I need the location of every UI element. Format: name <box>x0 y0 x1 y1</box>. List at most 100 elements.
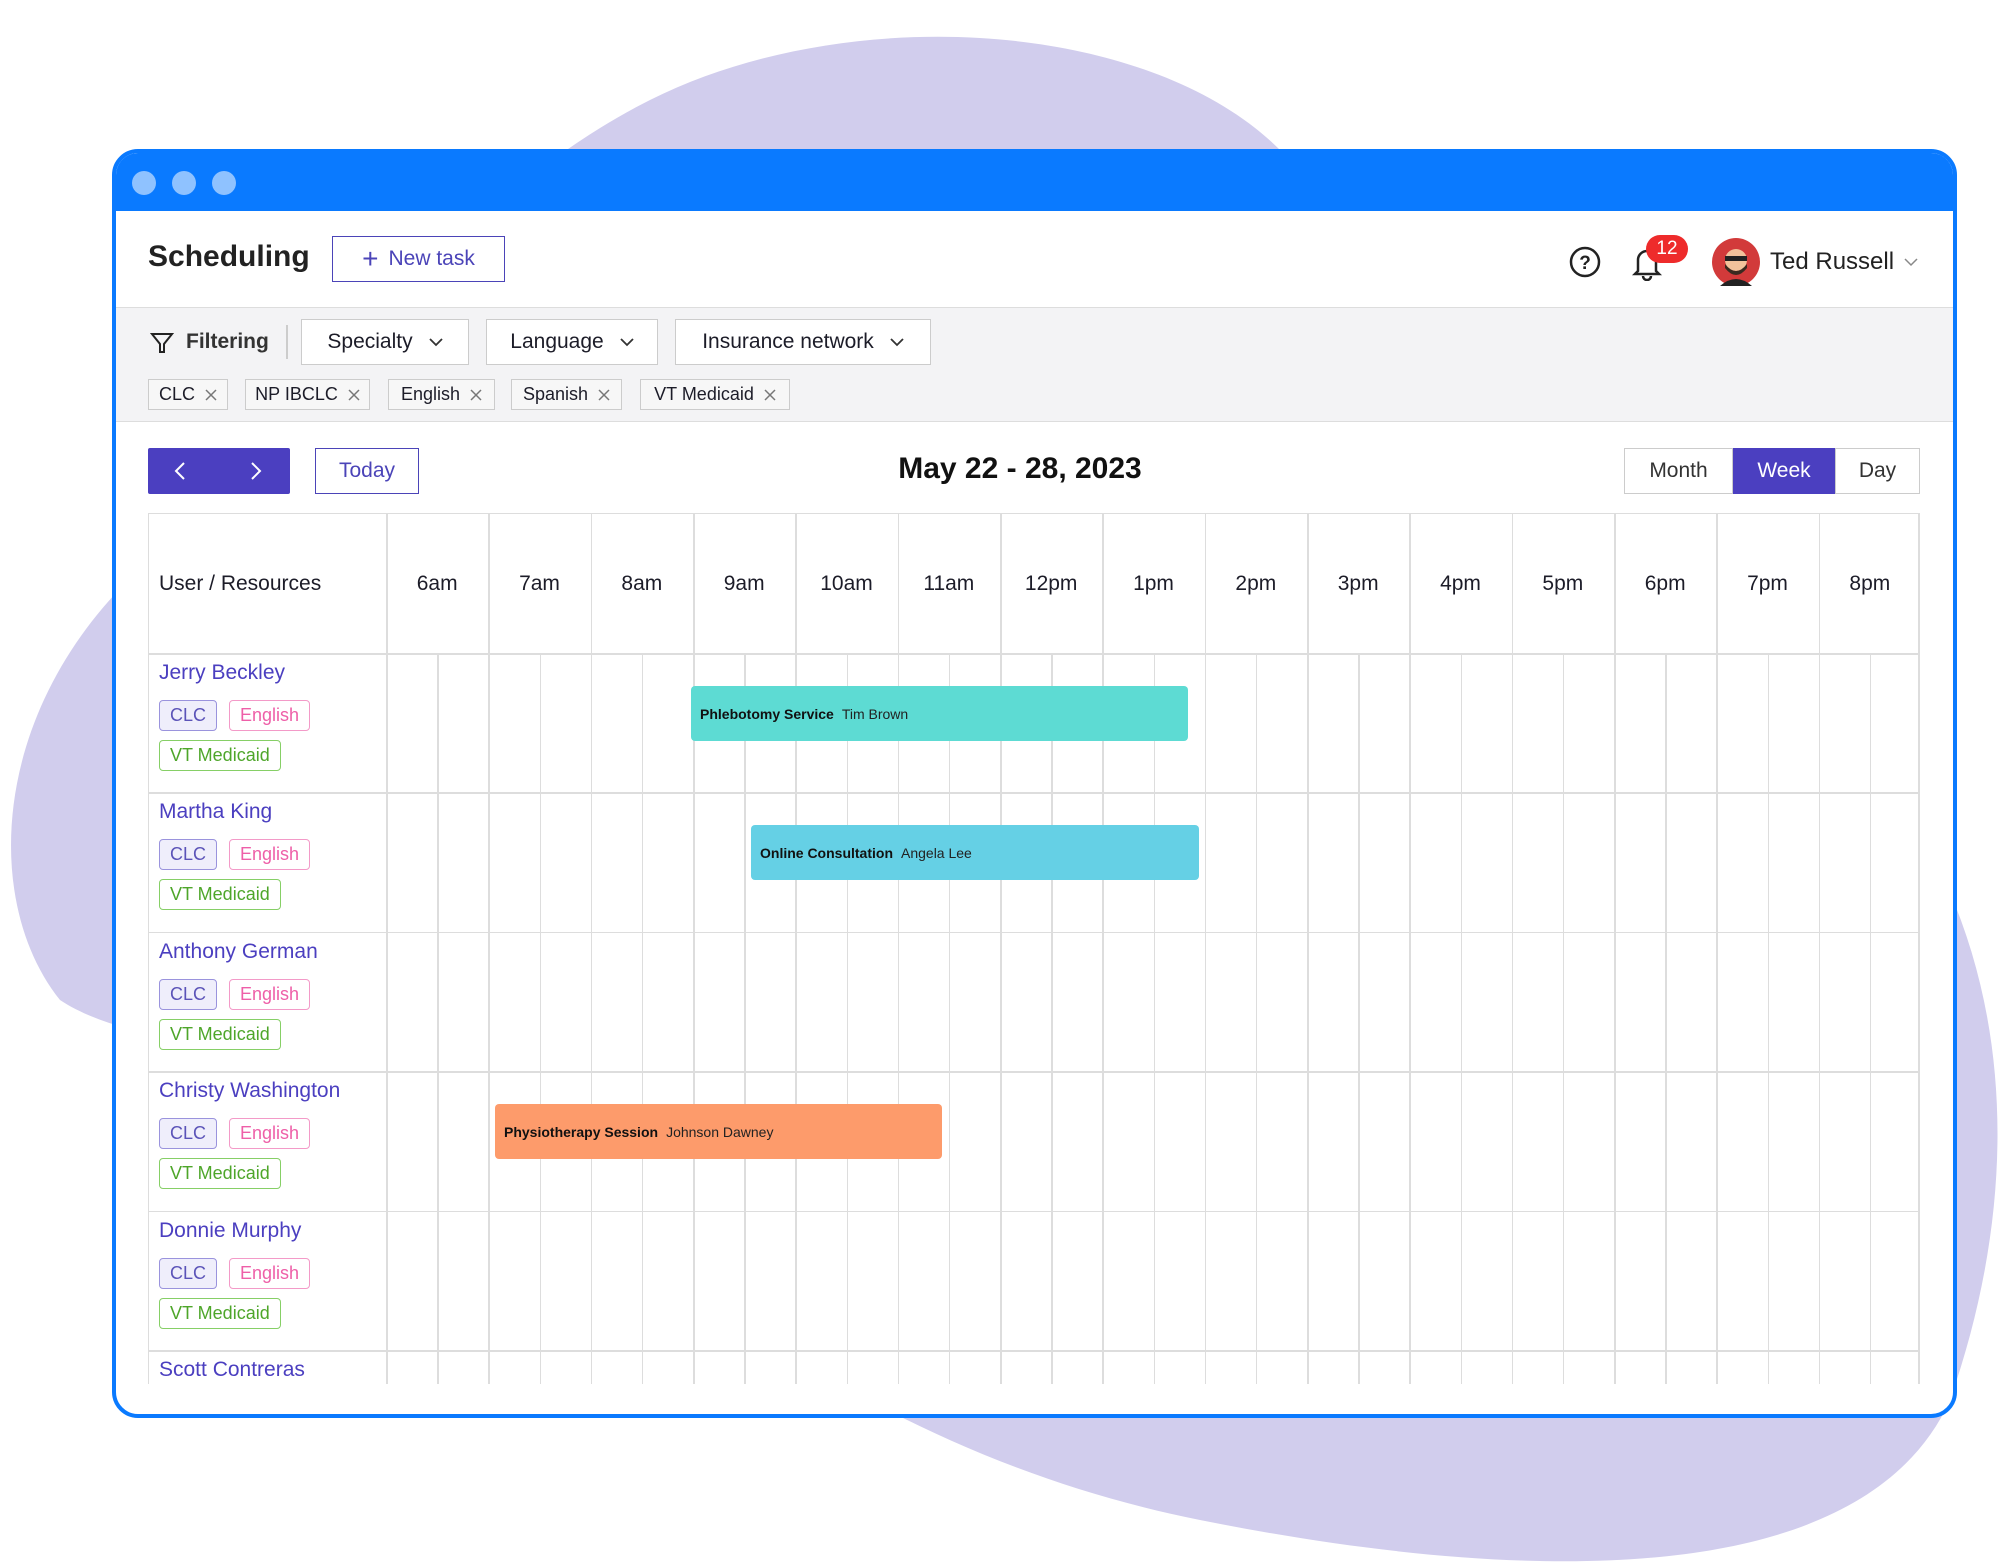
resource-tag: CLC <box>159 1118 218 1150</box>
resource-tag: English <box>229 1118 311 1150</box>
event-title: Phlebotomy Service <box>700 705 834 722</box>
half-hour-line <box>437 653 439 1384</box>
dropdown-label: Specialty <box>327 330 413 353</box>
window-dot[interactable] <box>212 171 236 195</box>
filter-dropdown[interactable]: Language <box>486 319 658 365</box>
dropdown-label: Insurance network <box>702 330 874 353</box>
avatar[interactable] <box>1712 238 1760 286</box>
resource-tag: CLC <box>159 839 218 871</box>
half-hour-line <box>1767 653 1769 1384</box>
caret <box>620 338 634 347</box>
filter-label: Filtering <box>186 330 269 353</box>
user-name: Ted Russell <box>1770 248 1895 275</box>
resource-name[interactable]: Anthony German <box>159 939 318 963</box>
resource-name[interactable]: Donnie Murphy <box>159 1218 302 1242</box>
hour-line <box>1409 514 1411 1384</box>
help-icon[interactable]: ? <box>1568 245 1602 279</box>
hour-line <box>1204 514 1207 1384</box>
new-task-button[interactable]: + New task <box>332 236 505 282</box>
event-title: Physiotherapy Session <box>504 1123 659 1140</box>
resource-tag: English <box>229 1257 311 1289</box>
hour-line <box>590 514 593 1384</box>
chip-remove[interactable] <box>598 388 610 401</box>
next-button[interactable] <box>244 460 266 482</box>
row-border <box>149 792 1919 794</box>
window-dot[interactable] <box>172 171 196 195</box>
button-label: New task <box>388 247 475 270</box>
nav-buttons <box>148 448 290 494</box>
resource-tag: English <box>229 839 311 871</box>
notification-badge: 12 <box>1646 235 1688 263</box>
hour-label: 6am <box>416 571 458 595</box>
view-toggle[interactable]: Week <box>1733 448 1835 494</box>
resource-name[interactable]: Christy Washington <box>159 1079 341 1103</box>
filter-icon <box>150 333 174 353</box>
row-border <box>149 1210 1919 1213</box>
prev-button[interactable] <box>170 460 192 482</box>
column-header: User / Resources <box>159 571 322 595</box>
hour-label: 11am <box>923 571 975 595</box>
resource-tag: CLC <box>159 700 218 731</box>
chip-remove[interactable] <box>764 388 776 401</box>
half-hour-line <box>948 653 951 1384</box>
svg-text:?: ? <box>1579 253 1591 274</box>
hour-label: 3pm <box>1337 571 1379 595</box>
half-hour-line <box>641 653 644 1384</box>
dropdown-label: Language <box>510 330 604 353</box>
chip-remove[interactable] <box>205 388 217 401</box>
resource-name[interactable]: Jerry Beckley <box>159 661 286 684</box>
resource-name[interactable]: Martha King <box>159 800 273 824</box>
hour-line <box>693 514 695 1384</box>
chip-label: English <box>400 384 461 404</box>
half-hour-line <box>846 653 848 1384</box>
chip-label: NP IBCLC <box>255 384 338 404</box>
hour-label: 1pm <box>1133 571 1174 595</box>
resource-tag: VT Medicaid <box>159 1018 281 1050</box>
filter-dropdown[interactable]: Specialty <box>301 319 469 365</box>
half-hour-line <box>1460 653 1462 1384</box>
caret <box>890 338 904 347</box>
hour-line <box>1307 514 1309 1384</box>
event-block[interactable]: Phlebotomy Service Tim Brown <box>691 686 1188 741</box>
event-block[interactable]: Physiotherapy Session Johnson Dawney <box>495 1104 942 1160</box>
window-dot[interactable] <box>132 171 156 195</box>
resource-tag: VT Medicaid <box>159 1297 281 1329</box>
user-menu[interactable]: Ted Russell <box>1770 248 1918 276</box>
hour-line <box>1614 514 1616 1384</box>
event-person: Tim Brown <box>841 705 909 722</box>
view-toggle[interactable]: Month <box>1624 448 1733 494</box>
hour-line <box>1102 514 1104 1384</box>
hour-line <box>1511 514 1514 1384</box>
today-button[interactable]: Today <box>315 448 419 494</box>
resource-name[interactable]: Scott Contreras <box>159 1358 305 1381</box>
half-hour-line <box>1358 653 1360 1384</box>
event-person: Johnson Dawney <box>666 1123 774 1140</box>
event-block[interactable]: Online Consultation Angela Lee <box>751 825 1199 881</box>
caret <box>428 338 443 347</box>
event-title: Online Consultation <box>760 844 893 861</box>
half-hour-line <box>1869 653 1872 1384</box>
half-hour-line <box>744 653 746 1384</box>
chip-label: Spanish <box>522 384 589 404</box>
chip-remove[interactable] <box>470 388 482 401</box>
half-hour-line <box>1255 653 1258 1384</box>
filter-dropdown[interactable]: Insurance network <box>675 319 931 365</box>
view-toggle[interactable]: Day <box>1835 448 1920 494</box>
half-hour-line <box>1665 653 1667 1384</box>
half-hour-line <box>539 653 541 1384</box>
half-hour-line <box>1562 653 1565 1384</box>
half-hour-line <box>1051 653 1053 1384</box>
hour-line <box>1918 514 1919 1384</box>
hour-line <box>795 514 797 1384</box>
row-border <box>149 1071 1919 1073</box>
chip-remove[interactable] <box>348 388 360 401</box>
half-hour-line <box>1153 653 1155 1384</box>
filter-chip: CLC <box>148 379 228 410</box>
hour-label: 2pm <box>1235 571 1277 595</box>
row-border <box>149 931 1919 934</box>
row-border <box>149 1350 1919 1352</box>
hour-label: 8pm <box>1849 571 1891 595</box>
hour-label: 9am <box>723 571 765 595</box>
hour-label: 10am <box>820 571 873 595</box>
filter-chip: VT Medicaid <box>640 379 790 410</box>
